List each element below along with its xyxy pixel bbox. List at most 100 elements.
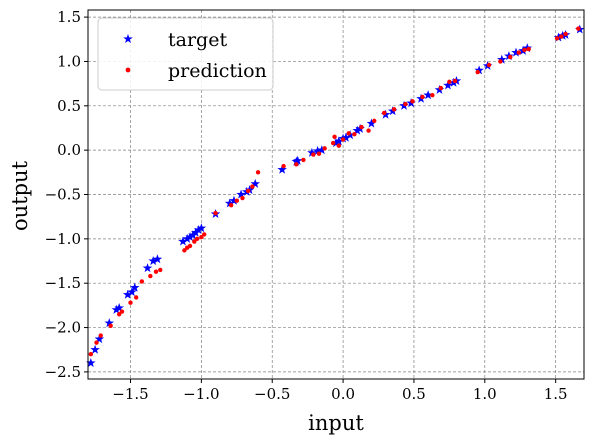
- prediction-point: [498, 59, 503, 64]
- prediction-point: [133, 295, 139, 300]
- prediction-point: [128, 300, 133, 305]
- prediction-point: [554, 36, 560, 41]
- target-point: [497, 54, 507, 64]
- target-point: [317, 145, 327, 155]
- target-point: [190, 227, 201, 237]
- legend-box: [97, 17, 274, 91]
- prediction-point: [559, 34, 564, 39]
- target-point: [277, 164, 287, 174]
- target-point: [224, 198, 235, 208]
- prediction-point: [516, 50, 522, 55]
- prediction-point: [153, 269, 159, 274]
- prediction-point: [108, 323, 113, 328]
- prediction-point: [158, 267, 163, 273]
- legend-prediction-label: prediction: [168, 60, 267, 82]
- target-point: [142, 263, 153, 273]
- prediction-point: [281, 163, 286, 169]
- target-point: [111, 304, 122, 314]
- target-point: [185, 232, 195, 242]
- prediction-point: [352, 131, 357, 137]
- target-point: [193, 224, 204, 235]
- prediction-point: [526, 46, 531, 52]
- prediction-point: [372, 118, 377, 124]
- target-point: [130, 282, 140, 292]
- x-tick-label: 0.5: [402, 385, 426, 403]
- target-point: [114, 303, 124, 313]
- x-tick-label: 1.0: [473, 385, 497, 403]
- prediction-point: [420, 94, 425, 100]
- points-layer: [86, 24, 585, 368]
- prediction-point: [94, 340, 99, 345]
- target-point: [104, 318, 115, 328]
- prediction-point: [332, 134, 337, 140]
- target-point: [312, 146, 323, 156]
- prediction-point: [359, 124, 364, 130]
- prediction-point: [452, 78, 458, 84]
- y-tick-label: −1.0: [45, 230, 81, 248]
- prediction-point: [336, 143, 342, 148]
- prediction-point: [139, 279, 145, 284]
- prediction-point: [301, 157, 306, 163]
- prediction-point: [576, 26, 581, 31]
- target-point: [152, 254, 163, 264]
- target-point: [236, 189, 246, 199]
- target-point: [94, 334, 105, 344]
- prediction-point: [240, 195, 245, 201]
- prediction-point: [563, 31, 568, 37]
- target-point: [148, 256, 158, 266]
- prediction-point: [187, 243, 193, 249]
- prediction-point: [340, 137, 346, 142]
- y-axis-title: output: [8, 160, 32, 231]
- target-point: [182, 233, 192, 243]
- x-tick-label: −0.5: [254, 385, 290, 403]
- target-point: [229, 195, 239, 205]
- target-point: [292, 155, 303, 165]
- prediction-point: [119, 309, 125, 314]
- prediction-point: [98, 333, 103, 338]
- prediction-point: [346, 131, 351, 136]
- prediction-point: [475, 69, 480, 75]
- target-point: [188, 230, 198, 240]
- x-tick-label: 1.5: [544, 385, 568, 403]
- prediction-point: [228, 202, 234, 208]
- y-tick-label: −2.5: [45, 363, 81, 381]
- x-tick-label: 0.0: [331, 385, 355, 403]
- target-point: [90, 344, 100, 354]
- target-point: [511, 47, 521, 57]
- prediction-point: [213, 210, 218, 216]
- prediction-point: [148, 273, 153, 279]
- y-tick-label: −1.5: [45, 274, 81, 292]
- y-tick-label: 0.5: [57, 97, 81, 115]
- prediction-point: [447, 79, 452, 85]
- prediction-point: [192, 239, 197, 244]
- y-tick-label: −2.0: [45, 319, 81, 337]
- target-point: [331, 138, 341, 148]
- prediction-point: [294, 162, 299, 167]
- legend: target prediction: [97, 17, 274, 91]
- target-point: [474, 65, 484, 75]
- prediction-point: [366, 128, 371, 133]
- target-point: [307, 147, 317, 157]
- legend-target-star-icon: [123, 34, 133, 44]
- grid-layer: [88, 10, 584, 379]
- prediction-point: [194, 236, 200, 242]
- prediction-point: [116, 312, 122, 317]
- target-point: [178, 236, 188, 246]
- y-tick-label: 0.0: [57, 141, 81, 159]
- target-point: [196, 223, 207, 233]
- prediction-point: [403, 101, 408, 107]
- x-tick-label: −1.0: [183, 385, 219, 403]
- prediction-point: [410, 99, 415, 104]
- target-point: [86, 358, 96, 368]
- prediction-point: [255, 170, 261, 175]
- prediction-point: [322, 146, 327, 151]
- prediction-point: [250, 184, 255, 189]
- prediction-point: [245, 188, 251, 194]
- target-point: [250, 178, 260, 188]
- x-axis-title: input: [308, 411, 364, 435]
- y-tick-label: 1.5: [57, 8, 81, 26]
- prediction-point: [486, 62, 492, 68]
- prediction-point: [430, 92, 435, 98]
- y-tick-label: 1.0: [57, 52, 81, 70]
